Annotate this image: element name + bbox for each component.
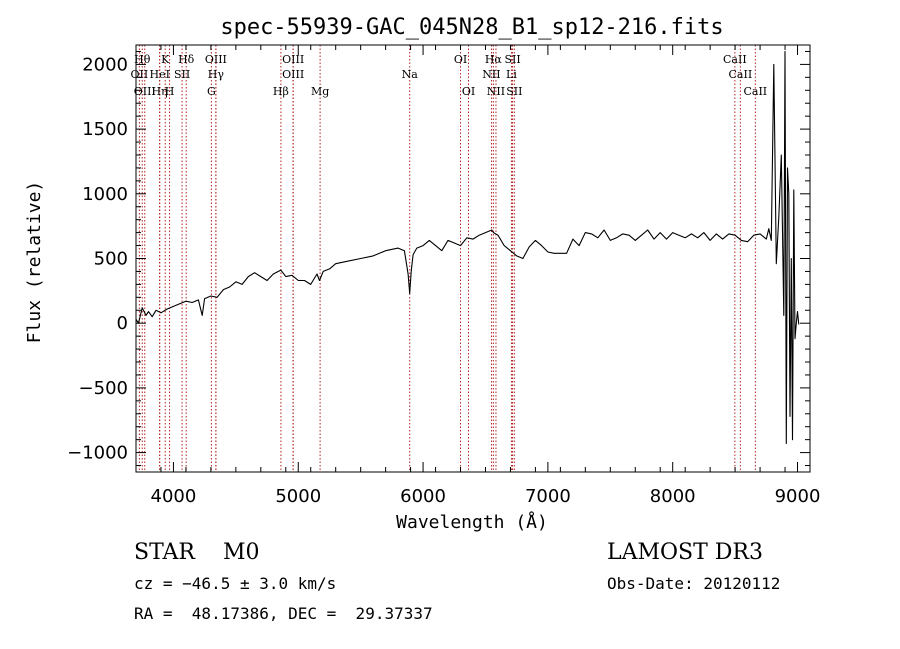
line-marker-label: CaII — [729, 68, 753, 81]
line-marker-label: Mg — [311, 85, 329, 98]
line-marker-label: SII — [506, 85, 522, 98]
x-tick-label: 4000 — [151, 486, 197, 507]
plot-frame — [135, 44, 811, 473]
x-tick-label: 5000 — [275, 486, 321, 507]
y-tick-label: −1000 — [67, 443, 128, 464]
line-marker-label: Hη — [151, 85, 167, 98]
y-tick-label: 500 — [94, 249, 128, 270]
line-marker-label: H — [165, 85, 175, 98]
axes: 4000 5000 6000 7000 8000 9000 −1000 −500 0 500 100… — [67, 44, 821, 507]
line-marker-label: CaII — [743, 85, 767, 98]
y-tick-label: 0 — [117, 313, 128, 334]
line-marker-label: SII — [174, 68, 190, 81]
coordinates: RA = 48.17386, DEC = 29.37337 — [134, 604, 433, 623]
line-marker-label: Hγ — [208, 68, 225, 81]
object-class: STAR M0 — [134, 540, 260, 565]
x-tick-label: 8000 — [650, 486, 696, 507]
observation-date: Obs-Date: 20120112 — [607, 574, 781, 593]
x-tick-label: 7000 — [525, 486, 571, 507]
line-marker-label: Hβ — [273, 85, 289, 98]
line-markers — [138, 45, 756, 472]
x-tick-label: 6000 — [400, 486, 446, 507]
line-marker-label: HeI — [149, 68, 169, 81]
line-marker-label: NII — [487, 85, 505, 98]
line-marker-label: G — [207, 85, 216, 98]
line-marker-label: OIII — [205, 53, 227, 66]
y-tick-label: 2000 — [82, 54, 128, 75]
line-marker-label: OIII — [282, 53, 304, 66]
line-marker-label: OIII — [282, 68, 304, 81]
y-tick-label: 1500 — [82, 119, 128, 140]
survey-name: LAMOST DR3 — [607, 540, 763, 565]
line-marker-label: Li — [506, 68, 517, 81]
chart-title: spec-55939-GAC_045N28_B1_sp12-216.fits — [220, 15, 723, 40]
line-marker-label: Hα — [485, 53, 503, 66]
line-marker-label: OI — [462, 85, 475, 98]
line-marker-label: Hδ — [178, 53, 195, 66]
line-marker-label: OI — [454, 53, 467, 66]
y-tick-label: 1000 — [82, 184, 128, 205]
line-marker-label: OII — [131, 68, 149, 81]
line-marker-label: NII — [482, 68, 500, 81]
line-marker-label: CaII — [723, 53, 747, 66]
line-marker-label: K — [161, 53, 170, 66]
x-axis-label: Wavelength (Å) — [396, 511, 548, 533]
line-marker-label: OIII — [134, 85, 156, 98]
y-axis-label: Flux (relative) — [24, 181, 45, 344]
spectrum-line — [135, 50, 800, 445]
line-marker-label: SII — [504, 53, 520, 66]
spectrum-series — [135, 50, 800, 445]
redshift-velocity: cz = −46.5 ± 3.0 km/s — [134, 574, 337, 593]
y-tick-label: −500 — [79, 378, 128, 399]
x-tick-label: 9000 — [775, 486, 821, 507]
line-marker-label: Na — [402, 68, 419, 81]
line-marker-label: Hθ — [134, 53, 151, 66]
